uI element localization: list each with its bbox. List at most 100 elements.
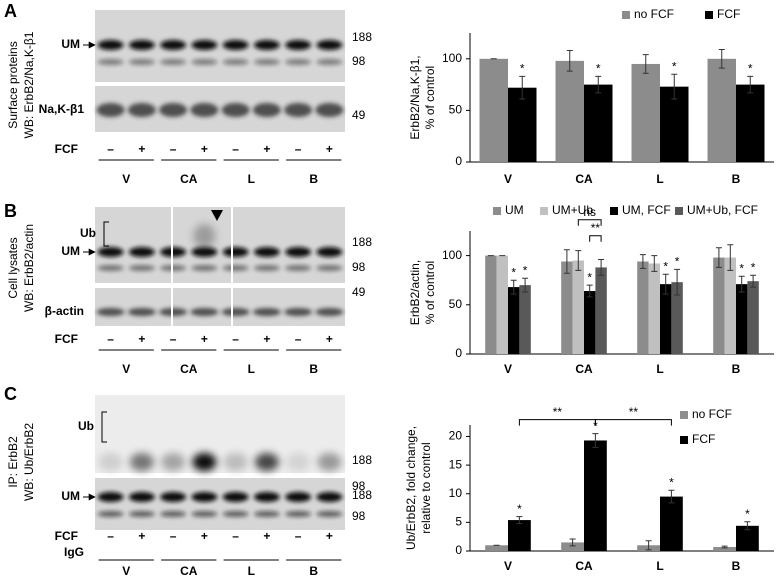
significance-star: * — [751, 260, 756, 274]
treatment-label: FCF — [55, 142, 78, 156]
legend-swatch — [493, 207, 501, 215]
error-bar — [668, 489, 675, 504]
bar — [561, 261, 573, 354]
loading-label: Na,K-β1 — [39, 102, 85, 116]
mw-marker: 98 — [352, 509, 366, 523]
error-bar — [595, 75, 602, 94]
blot-smear — [192, 453, 217, 471]
bar — [631, 63, 660, 162]
y-tick-label: 100 — [442, 248, 462, 262]
bar — [648, 263, 660, 354]
error-bar — [718, 49, 725, 69]
bar — [508, 287, 520, 354]
error-bar — [721, 545, 728, 549]
significance-star: * — [669, 475, 674, 489]
blot-band — [316, 40, 343, 50]
treatment-sign: + — [201, 142, 208, 156]
y-tick-label: 20 — [449, 429, 463, 443]
blot-band — [97, 511, 124, 517]
legend-swatch — [610, 207, 618, 215]
bracket-label: ** — [553, 405, 563, 419]
significance-star: * — [663, 259, 668, 273]
mw-marker: 188 — [352, 30, 372, 44]
blot-band — [160, 511, 187, 517]
legend-swatch — [680, 436, 688, 444]
legend-label: FCF — [717, 7, 740, 21]
mw-marker: 188 — [352, 235, 372, 249]
treatment-sign: + — [263, 529, 270, 543]
blot-band — [316, 492, 343, 502]
blot-band — [191, 40, 218, 50]
blot-band — [253, 511, 280, 517]
blot-band — [316, 59, 343, 65]
legend-label: FCF — [692, 432, 715, 446]
y-tick-label: 0 — [455, 346, 462, 360]
treatment-sign: + — [201, 332, 208, 346]
blot-band — [253, 492, 280, 502]
y-axis-label: ErbB2/actin, — [408, 260, 422, 325]
significance-star: * — [511, 265, 516, 279]
bar — [584, 84, 613, 162]
blot-band — [97, 59, 124, 65]
y-axis-label: relative to control — [419, 442, 433, 533]
blot-band — [96, 103, 125, 117]
bar — [485, 255, 497, 354]
mw-marker: 188 — [352, 453, 372, 467]
treatment-sign: – — [107, 142, 114, 156]
treatment-sign: – — [232, 529, 239, 543]
blot-band — [252, 308, 281, 316]
treatment-sign: – — [295, 529, 302, 543]
y-tick-label: 50 — [449, 297, 463, 311]
treatment-sign: – — [107, 529, 114, 543]
blot-band — [97, 265, 124, 271]
y-tick-label: 0 — [455, 154, 462, 168]
error-bar — [510, 279, 517, 295]
legend-label: UM — [505, 203, 524, 217]
bar — [584, 440, 607, 551]
treatment-sign: + — [326, 332, 333, 346]
significance-bracket — [594, 419, 672, 426]
blot-band — [96, 308, 125, 316]
significance-star: * — [739, 261, 744, 275]
blot-band — [190, 308, 219, 316]
blot-image — [95, 207, 345, 283]
ub-bracket — [101, 411, 107, 443]
blot-band — [191, 59, 218, 65]
blot-band — [191, 492, 218, 502]
group-label: V — [122, 362, 130, 376]
error-bar — [747, 75, 754, 94]
blot-band — [285, 247, 312, 257]
blot-band — [253, 247, 280, 257]
error-bar — [662, 273, 669, 295]
group-label: CA — [180, 564, 198, 578]
bar — [660, 284, 672, 354]
treatment-sign: – — [232, 142, 239, 156]
blot-band — [253, 265, 280, 271]
y-axis-label: ErbB2/Na,K-β1, — [408, 55, 422, 139]
mw-marker: 98 — [352, 260, 366, 274]
x-tick-label: B — [732, 559, 741, 573]
x-tick-label: CA — [575, 559, 593, 573]
x-tick-label: CA — [575, 362, 593, 376]
blot-band — [222, 40, 249, 50]
significance-star: * — [517, 502, 522, 516]
error-bar — [642, 54, 649, 74]
bar — [555, 60, 584, 162]
blot-title: Cell lysates — [6, 237, 20, 298]
y-axis-label: % of control — [423, 261, 437, 324]
ub-bracket — [103, 221, 109, 247]
blot-title: IP: ErbB2 — [6, 436, 20, 488]
y-axis-label: Ub/ErbB2, fold change, — [404, 426, 418, 550]
bracket-label: ns — [583, 205, 596, 219]
error-bar — [639, 254, 646, 269]
y-tick-label: 50 — [449, 103, 463, 117]
blot-band — [316, 265, 343, 271]
blot-title: Surface proteins — [6, 41, 20, 128]
y-tick-label: 10 — [449, 486, 463, 500]
error-bar — [519, 75, 526, 100]
blot-band — [190, 103, 219, 117]
error-bar — [651, 255, 658, 272]
band-label: UM — [61, 37, 80, 51]
blot-band — [222, 247, 249, 257]
blot-band — [128, 265, 155, 271]
